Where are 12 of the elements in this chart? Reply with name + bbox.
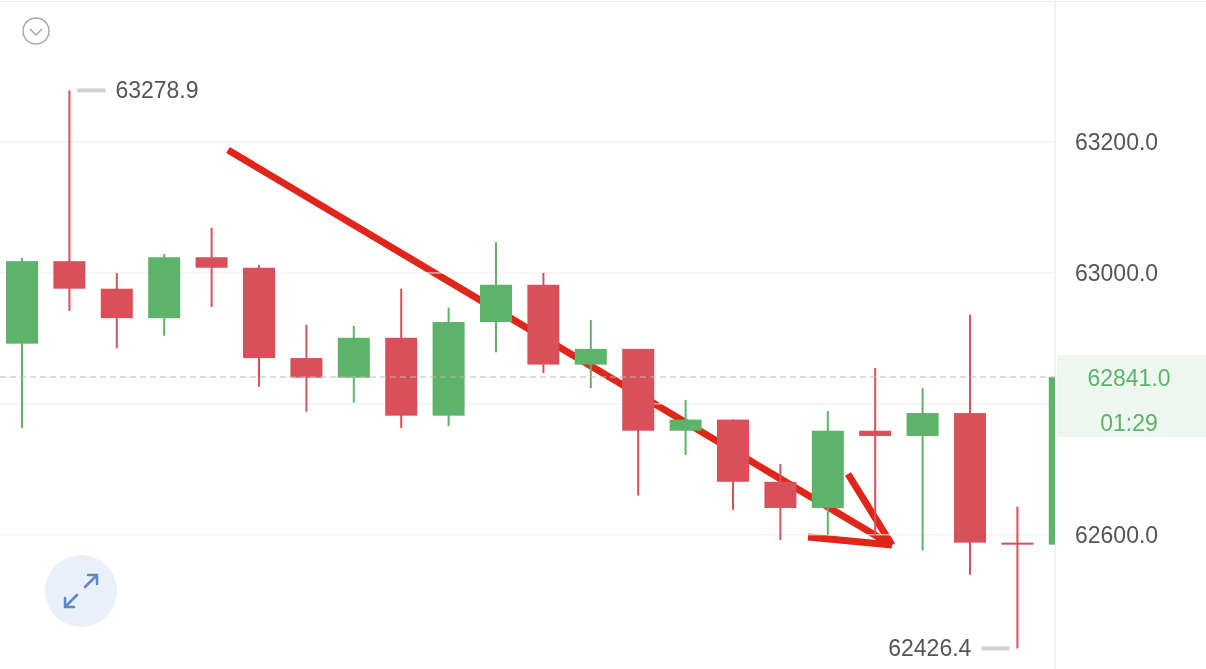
- candlestick: [195, 226, 228, 309]
- candlestick: [1001, 505, 1034, 650]
- y-tick-label: 63200.0: [1075, 128, 1159, 155]
- y-tick-label: 62600.0: [1075, 521, 1159, 548]
- text: 01:29: [1100, 410, 1158, 437]
- candlestick: [859, 366, 892, 536]
- candlestick: [53, 89, 86, 312]
- ref-line-label: 62841.0: [1087, 365, 1171, 392]
- candlestick: [669, 398, 702, 456]
- annotation: 63278.9: [115, 77, 199, 104]
- y-tick-label: 63000.0: [1075, 259, 1159, 286]
- annotation: 62426.4: [888, 635, 972, 662]
